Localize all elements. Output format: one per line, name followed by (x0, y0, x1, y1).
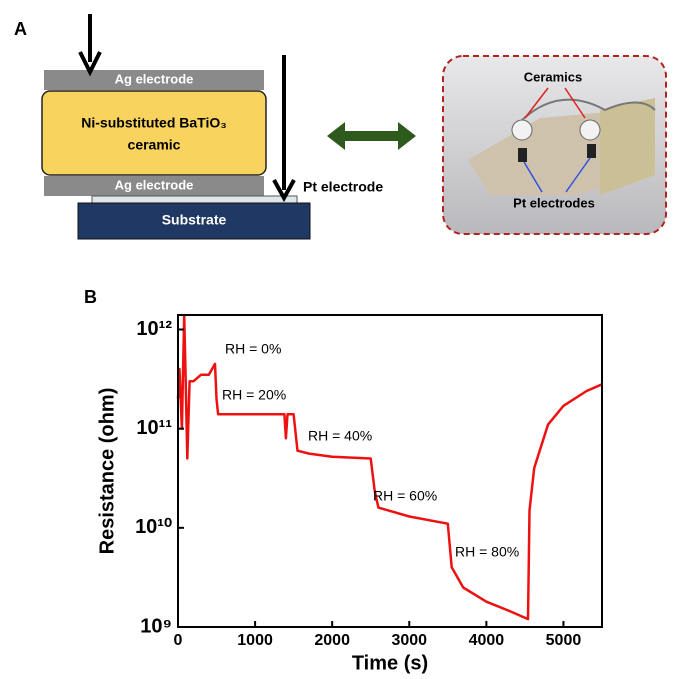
panel-label: B (84, 287, 97, 307)
ceramic-label: ceramic (128, 137, 181, 153)
pointer (523, 161, 543, 193)
pointer (564, 87, 586, 119)
y-tick-label: 10⁹ (140, 615, 172, 637)
ceramic-label: Ni-substituted BaTiO₃ (81, 115, 226, 131)
ceramic (41, 90, 267, 176)
x-tick-label: 1000 (237, 632, 273, 649)
arrowhead (272, 179, 296, 203)
pt-electrode-label: Pt electrode (303, 179, 383, 195)
bottom-electrode (44, 176, 264, 196)
panel-label: A (14, 19, 27, 39)
x-tick-label: 4000 (469, 632, 505, 649)
photo-label: Pt electrodes (513, 195, 595, 210)
pt-electrode (91, 195, 298, 204)
photo-substrate (600, 98, 655, 195)
double-arrow (327, 122, 416, 150)
plot-frame (177, 314, 603, 628)
pointer (565, 157, 591, 193)
photo-ceramic (579, 119, 601, 141)
y-axis-label: Resistance (ohm) (96, 388, 118, 555)
x-tick-label: 5000 (546, 632, 582, 649)
data-line (176, 313, 603, 621)
x-tick-label: 0 (174, 632, 183, 649)
top-electrode (44, 70, 264, 90)
photo-electrode (518, 148, 527, 162)
photo-wire (521, 98, 656, 121)
arrowhead (78, 51, 102, 77)
top-electrode-label: Ag electrode (115, 71, 194, 86)
pointer (524, 87, 549, 119)
y-tick-label: 10¹⁰ (135, 516, 172, 538)
annotation: RH = 0% (225, 341, 281, 357)
bottom-electrode-label: Ag electrode (115, 177, 194, 192)
x-axis-label: Time (s) (352, 652, 428, 674)
photo-label: Ceramics (524, 69, 583, 84)
annotation: RH = 20% (222, 387, 286, 403)
photo-ceramic (511, 119, 533, 141)
annotation: RH = 60% (373, 488, 437, 504)
x-tick-label: 3000 (391, 632, 427, 649)
chart: 0 1000 2000 3000 4000 5000 10⁹ 10¹⁰ 10¹¹ 10¹² Time… (96, 313, 603, 674)
x-tick-label: 2000 (314, 632, 350, 649)
substrate (77, 202, 311, 240)
annotation: RH = 80% (455, 544, 519, 560)
y-tick-label: 10¹¹ (136, 417, 172, 439)
substrate-label: Substrate (162, 212, 227, 228)
photo-electrode (587, 144, 596, 158)
annotation: RH = 40% (308, 428, 372, 444)
y-tick-label: 10¹² (136, 318, 172, 340)
